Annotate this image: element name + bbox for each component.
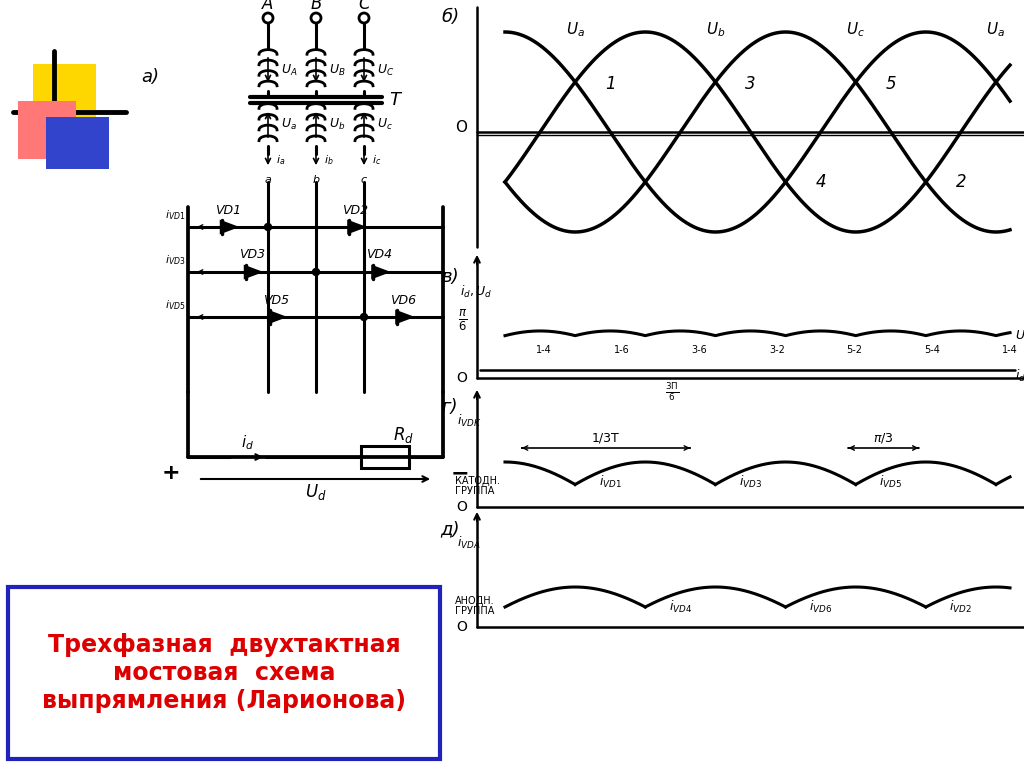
Text: VD2: VD2 <box>342 203 369 216</box>
Text: $U_a$: $U_a$ <box>986 21 1006 39</box>
Circle shape <box>312 268 319 275</box>
Text: $i_{VD1}$: $i_{VD1}$ <box>599 474 622 490</box>
Polygon shape <box>269 312 283 322</box>
Text: 3: 3 <box>745 75 756 93</box>
Circle shape <box>264 223 271 231</box>
Text: $i_{VD4}$: $i_{VD4}$ <box>669 599 692 615</box>
Bar <box>46 117 109 169</box>
Text: $U_b$: $U_b$ <box>706 21 725 39</box>
Text: $i_{VD5}$: $i_{VD5}$ <box>880 474 902 490</box>
Text: Трехфазная  двухтактная
мостовая  схема
выпрямления (Ларионова): Трехфазная двухтактная мостовая схема вы… <box>42 634 406 713</box>
Text: −: − <box>451 463 470 483</box>
Text: $i_b$: $i_b$ <box>324 153 334 167</box>
Text: 5: 5 <box>886 75 896 93</box>
Bar <box>18 101 76 159</box>
Text: $i_{VD6}$: $i_{VD6}$ <box>809 599 833 615</box>
Text: $U_c$: $U_c$ <box>846 21 865 39</box>
Text: O: O <box>456 500 467 514</box>
Text: $U_d$: $U_d$ <box>1015 329 1024 344</box>
Text: 1/3T: 1/3T <box>592 432 620 445</box>
Polygon shape <box>397 312 410 322</box>
Text: КАТОДН.: КАТОДН. <box>455 476 500 486</box>
Text: VD3: VD3 <box>239 249 265 262</box>
Text: $U_a$: $U_a$ <box>281 117 297 132</box>
Polygon shape <box>246 267 258 277</box>
Text: 2: 2 <box>955 173 967 191</box>
Text: A: A <box>262 0 273 13</box>
Text: O: O <box>455 120 467 134</box>
Text: 1: 1 <box>605 75 615 93</box>
Text: 3-2: 3-2 <box>769 345 784 355</box>
Text: $i_{VD1}$: $i_{VD1}$ <box>165 208 186 222</box>
Text: д): д) <box>440 520 460 538</box>
Text: $U_b$: $U_b$ <box>329 117 345 132</box>
Text: $i_c$: $i_c$ <box>372 153 381 167</box>
Text: B: B <box>310 0 322 13</box>
Text: 5-4: 5-4 <box>925 345 940 355</box>
Text: $U_c$: $U_c$ <box>377 117 393 132</box>
Text: ГРУППА: ГРУППА <box>455 606 495 616</box>
Text: $i_a$: $i_a$ <box>276 153 286 167</box>
Text: $i_{VD2}$: $i_{VD2}$ <box>949 599 973 615</box>
Text: 4: 4 <box>815 173 826 191</box>
Text: +: + <box>162 463 180 483</box>
Text: O: O <box>456 371 467 385</box>
Text: 1-4: 1-4 <box>536 345 552 355</box>
Bar <box>361 446 409 468</box>
Polygon shape <box>349 222 362 232</box>
Text: VD5: VD5 <box>263 294 289 307</box>
Text: $U_d$: $U_d$ <box>305 482 327 502</box>
Text: $\pi/3$: $\pi/3$ <box>873 431 894 445</box>
Polygon shape <box>373 267 386 277</box>
Text: г): г) <box>441 398 459 416</box>
Text: C: C <box>358 0 370 13</box>
Text: а): а) <box>141 68 159 86</box>
Text: O: O <box>456 620 467 634</box>
Text: a: a <box>264 175 271 185</box>
Text: АНОДН.: АНОДН. <box>455 596 495 606</box>
Text: $R_d$: $R_d$ <box>393 425 414 445</box>
Text: $i_{VDA}$: $i_{VDA}$ <box>457 535 480 551</box>
Text: ГРУППА: ГРУППА <box>455 486 495 496</box>
Polygon shape <box>221 222 234 232</box>
Text: $\frac{3\Pi}{6}$: $\frac{3\Pi}{6}$ <box>665 381 679 403</box>
Text: $i_d$: $i_d$ <box>1015 368 1024 384</box>
Text: в): в) <box>441 268 459 286</box>
Text: $i_d, U_d$: $i_d, U_d$ <box>460 284 493 300</box>
Text: $U_A$: $U_A$ <box>281 62 298 77</box>
Text: VD1: VD1 <box>215 203 241 216</box>
Text: VD4: VD4 <box>367 249 392 262</box>
Text: 5-2: 5-2 <box>847 345 862 355</box>
Text: $U_B$: $U_B$ <box>329 62 346 77</box>
Circle shape <box>360 314 368 321</box>
Text: $i_d$: $i_d$ <box>242 433 255 453</box>
Text: б): б) <box>441 8 459 26</box>
Bar <box>33 64 96 122</box>
Bar <box>8 587 440 759</box>
Text: c: c <box>360 175 367 185</box>
Text: b: b <box>312 175 319 185</box>
Text: 3-6: 3-6 <box>691 345 708 355</box>
Text: 1-4: 1-4 <box>1002 345 1018 355</box>
Text: $\frac{\pi}{6}$: $\frac{\pi}{6}$ <box>459 308 468 333</box>
Text: $i_{VD3}$: $i_{VD3}$ <box>165 253 186 267</box>
Text: $U_a$: $U_a$ <box>565 21 585 39</box>
Text: $i_{VD5}$: $i_{VD5}$ <box>165 298 186 312</box>
Text: T: T <box>389 91 400 109</box>
Text: 1-6: 1-6 <box>613 345 630 355</box>
Text: $i_{VDK}$: $i_{VDK}$ <box>457 413 481 429</box>
Text: VD6: VD6 <box>390 294 417 307</box>
Text: $U_C$: $U_C$ <box>377 62 394 77</box>
Text: $i_{VD3}$: $i_{VD3}$ <box>739 474 762 490</box>
